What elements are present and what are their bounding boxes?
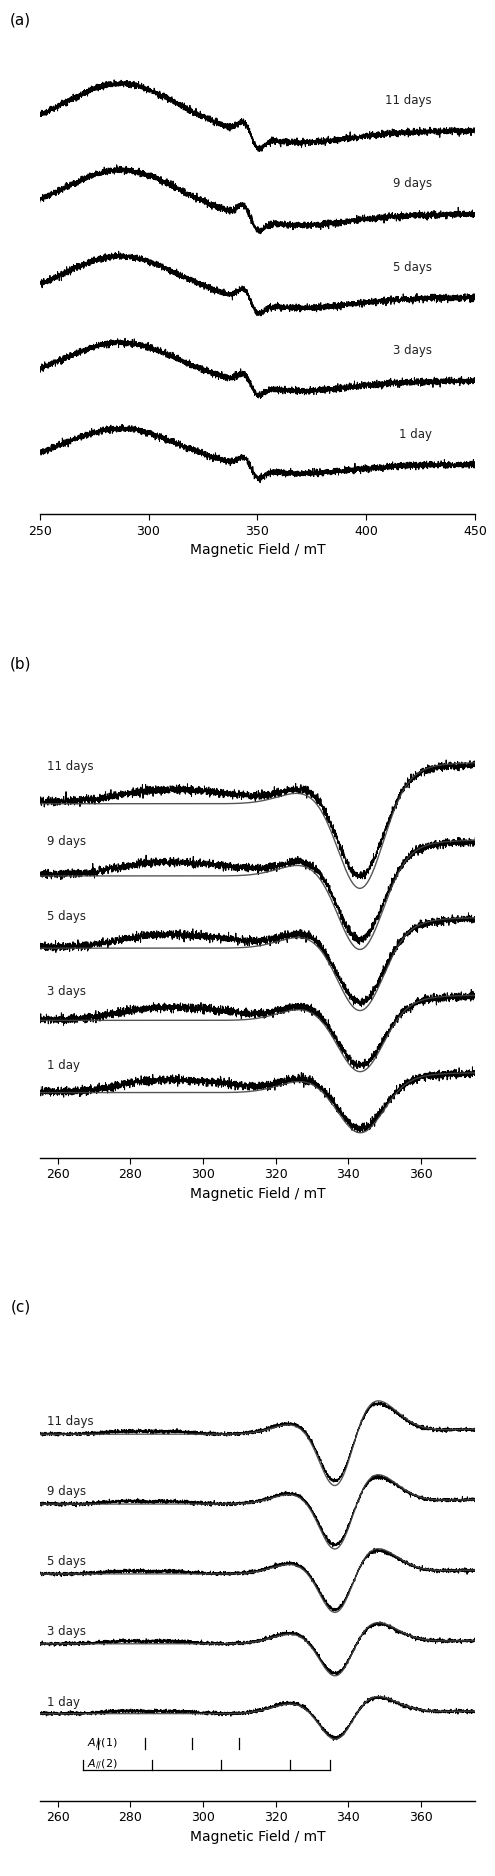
Text: (c): (c) (10, 1300, 31, 1315)
Text: 5 days: 5 days (47, 910, 86, 923)
X-axis label: Magnetic Field / mT: Magnetic Field / mT (190, 1186, 325, 1201)
Text: 11 days: 11 days (47, 760, 94, 773)
Text: 9 days: 9 days (393, 178, 432, 191)
Text: 3 days: 3 days (393, 343, 432, 356)
Text: 1 day: 1 day (47, 1060, 80, 1073)
Text: 11 days: 11 days (385, 94, 432, 107)
Text: 3 days: 3 days (47, 985, 86, 998)
X-axis label: Magnetic Field / mT: Magnetic Field / mT (190, 542, 325, 557)
Text: (b): (b) (9, 657, 31, 672)
Text: 1 day: 1 day (398, 428, 432, 441)
Text: $A_{//}$(1): $A_{//}$(1) (87, 1737, 117, 1750)
Text: 9 days: 9 days (47, 1486, 86, 1499)
Text: 11 days: 11 days (47, 1415, 94, 1428)
Text: 3 days: 3 days (47, 1625, 86, 1638)
X-axis label: Magnetic Field / mT: Magnetic Field / mT (190, 1829, 325, 1844)
Text: 5 days: 5 days (393, 261, 432, 274)
Text: 1 day: 1 day (47, 1696, 80, 1709)
Text: (a): (a) (10, 13, 31, 28)
Text: $A_{//}$(2): $A_{//}$(2) (87, 1758, 117, 1773)
Text: 9 days: 9 days (47, 835, 86, 848)
Text: 5 days: 5 days (47, 1555, 86, 1568)
